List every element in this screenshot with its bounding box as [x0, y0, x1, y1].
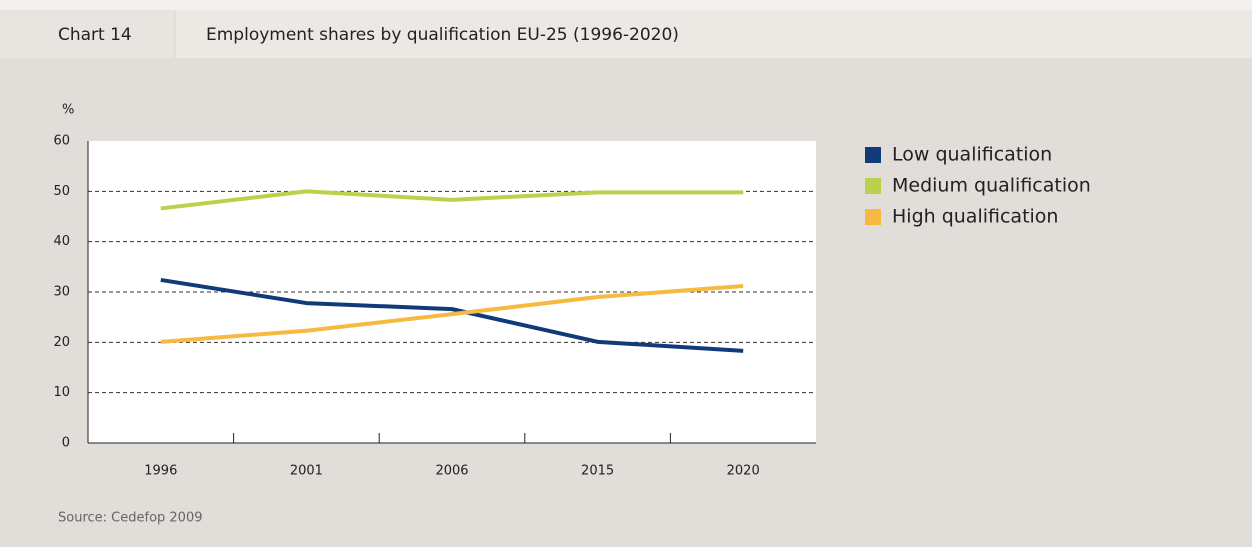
y-tick-label: 30	[53, 285, 70, 300]
legend-label: High qualification	[892, 206, 1058, 228]
y-tick-label: 0	[62, 436, 70, 451]
x-tick-label: 2020	[727, 464, 760, 479]
x-tick-label: 2006	[435, 464, 468, 479]
chart-label: Chart 14	[58, 25, 132, 45]
legend-swatch	[865, 178, 881, 194]
label-box	[0, 10, 174, 58]
series-line	[160, 277, 744, 353]
legend-swatch	[865, 209, 881, 225]
y-tick-label: 10	[53, 385, 70, 400]
y-tick-label: 60	[53, 134, 70, 149]
legend-label: Low qualification	[892, 144, 1052, 166]
legend-swatch	[865, 147, 881, 163]
y-tick-label: 50	[53, 184, 70, 199]
title-box	[176, 10, 1252, 58]
chart-title: Employment shares by qualification EU-25…	[206, 25, 679, 45]
y-tick-label: 20	[53, 335, 70, 350]
x-tick-label: 2001	[290, 464, 323, 479]
series-line	[160, 189, 744, 211]
y-axis-label: %	[62, 103, 74, 118]
top-strip	[0, 0, 1252, 10]
y-tick-label: 40	[53, 234, 70, 249]
x-tick-label: 2015	[581, 464, 614, 479]
x-tick-label: 1996	[144, 464, 177, 479]
legend-label: Medium qualification	[892, 175, 1091, 197]
source: Source: Cedefop 2009	[58, 511, 203, 526]
series-line	[160, 283, 744, 344]
